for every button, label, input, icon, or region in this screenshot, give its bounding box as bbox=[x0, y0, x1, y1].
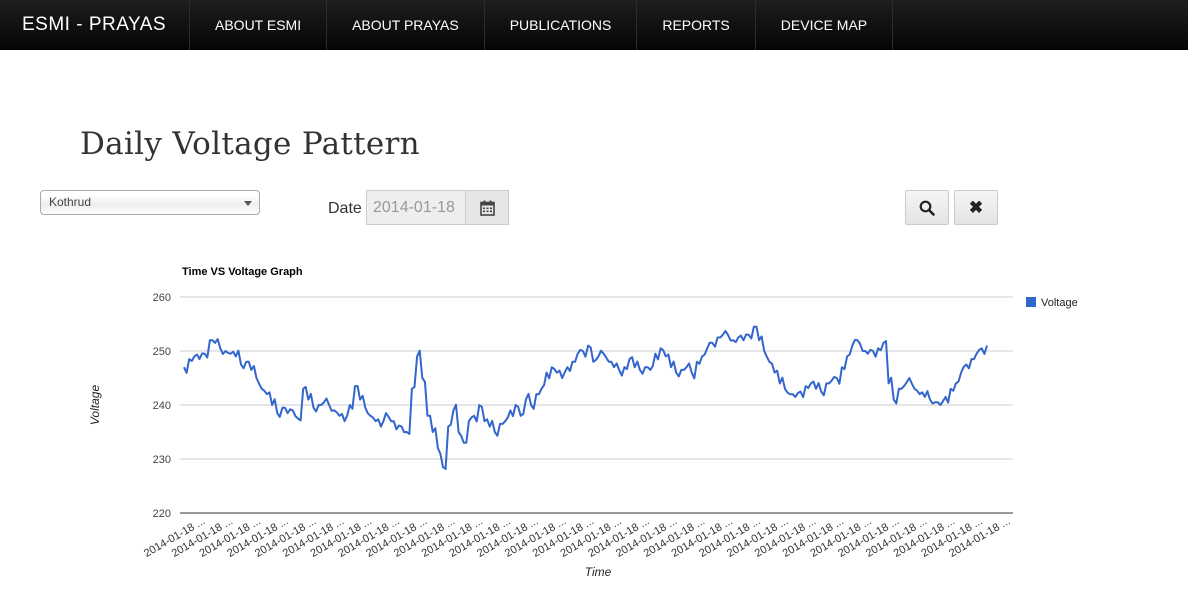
y-axis-label: Voltage bbox=[88, 385, 102, 426]
legend-swatch bbox=[1026, 297, 1036, 307]
y-tick-label: 260 bbox=[153, 292, 171, 304]
y-tick-label: 240 bbox=[153, 400, 171, 412]
date-input[interactable]: 2014-01-18 bbox=[366, 190, 466, 225]
search-button[interactable] bbox=[905, 190, 949, 225]
clear-button[interactable]: ✖ bbox=[954, 190, 998, 225]
date-label: Date bbox=[328, 200, 362, 217]
page-title: Daily Voltage Pattern bbox=[80, 126, 420, 162]
brand-link[interactable]: ESMI - PRAYAS bbox=[0, 0, 190, 50]
nav-about-esmi[interactable]: ABOUT ESMI bbox=[190, 0, 328, 50]
legend-label: Voltage bbox=[1041, 297, 1078, 309]
nav-reports[interactable]: REPORTS bbox=[637, 0, 756, 50]
nav-device-map[interactable]: DEVICE MAP bbox=[756, 0, 894, 50]
y-tick-label: 250 bbox=[153, 346, 171, 358]
nav-about-prayas[interactable]: ABOUT PRAYAS bbox=[327, 0, 485, 50]
x-axis-label: Time bbox=[585, 565, 612, 579]
location-select[interactable]: Kothrud bbox=[40, 190, 260, 215]
calendar-button[interactable] bbox=[465, 190, 509, 225]
chevron-down-icon bbox=[244, 201, 252, 206]
main-nav: ABOUT ESMI ABOUT PRAYAS PUBLICATIONS REP… bbox=[190, 0, 894, 50]
voltage-series-line bbox=[183, 325, 988, 470]
chart-title: Time VS Voltage Graph bbox=[182, 266, 303, 278]
search-icon bbox=[919, 200, 935, 216]
top-navbar: ESMI - PRAYAS ABOUT ESMI ABOUT PRAYAS PU… bbox=[0, 0, 1188, 50]
calendar-icon bbox=[479, 200, 495, 216]
location-select-value: Kothrud bbox=[49, 195, 92, 209]
nav-publications[interactable]: PUBLICATIONS bbox=[485, 0, 638, 50]
close-icon: ✖ bbox=[968, 197, 984, 217]
y-tick-label: 220 bbox=[153, 508, 171, 520]
voltage-chart: Time VS Voltage Graph 220 230 240 250 260 Volt… bbox=[88, 266, 1078, 579]
y-tick-label: 230 bbox=[153, 454, 171, 466]
